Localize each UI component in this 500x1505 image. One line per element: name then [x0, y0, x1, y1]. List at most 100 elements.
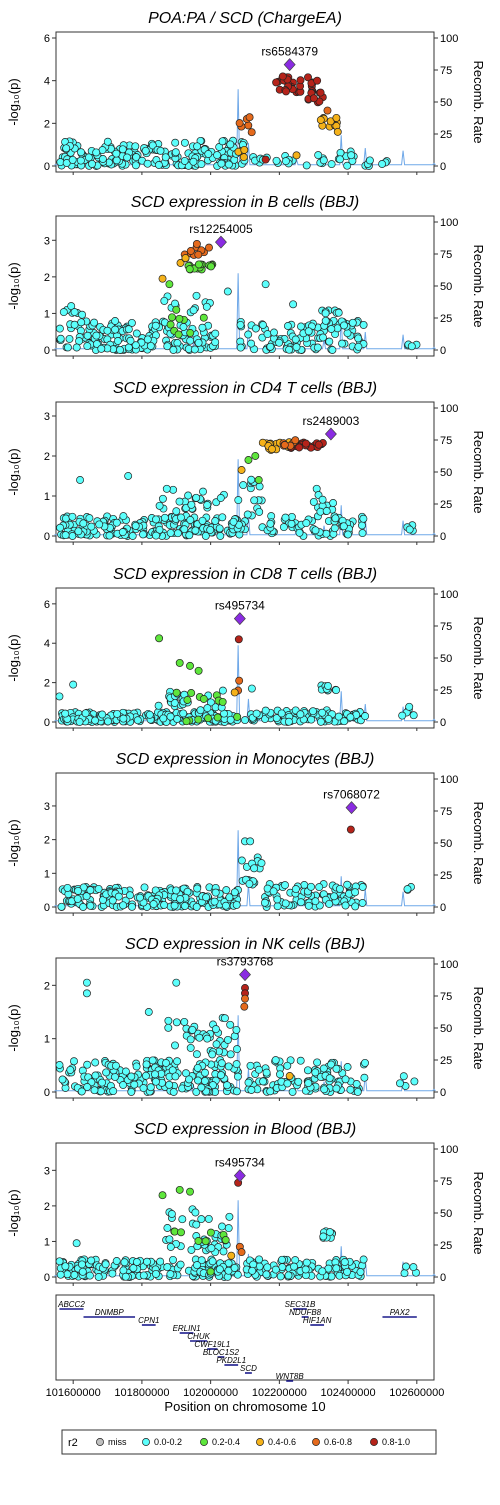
snp-point [211, 1025, 220, 1034]
snp-point [76, 476, 85, 484]
snp-point [273, 902, 282, 911]
snp-point [105, 531, 114, 540]
snp-point [72, 343, 81, 352]
y-tick-label: 1 [44, 868, 50, 880]
snp-point [204, 150, 213, 158]
snp-point [186, 336, 195, 345]
snp-point [144, 1008, 153, 1016]
snp-point [131, 142, 140, 151]
y2-tick-label: 100 [440, 217, 458, 229]
snp-point [193, 884, 202, 893]
snp-point [208, 1257, 217, 1266]
snp-point [343, 1063, 352, 1071]
snp-point [113, 337, 122, 345]
snp-point [148, 1056, 157, 1065]
snp-point [281, 157, 290, 166]
snp-point [255, 507, 264, 516]
snp-point [285, 1072, 294, 1080]
snp-point [278, 1255, 286, 1264]
snp-point [163, 342, 172, 351]
snp-point [252, 709, 261, 718]
snp-point [90, 318, 99, 327]
snp-point [132, 329, 141, 338]
snp-point [217, 1059, 226, 1068]
snp-point [155, 501, 164, 510]
snp-point [68, 512, 77, 521]
snp-point [173, 529, 182, 538]
snp-point [291, 335, 300, 344]
snp-point [239, 481, 248, 490]
snp-point [131, 521, 140, 530]
snp-point [199, 313, 208, 322]
y2-tick-label: 50 [440, 467, 452, 479]
y2-tick-label: 75 [440, 806, 452, 818]
snp-point [206, 1228, 215, 1237]
snp-point [111, 1061, 120, 1070]
snp-point [325, 1228, 334, 1237]
snp-point [333, 127, 342, 136]
y-tick-label: 2 [44, 451, 50, 463]
snp-point [351, 902, 360, 911]
snp-point [77, 148, 85, 157]
snp-point [139, 1271, 148, 1280]
snp-point [261, 706, 270, 715]
snp-point [277, 709, 286, 718]
y2-tick-label: 25 [440, 1240, 452, 1252]
y-tick-label: 3 [44, 235, 50, 247]
snp-point [233, 1270, 242, 1279]
snp-point [359, 320, 368, 329]
snp-point [113, 709, 122, 718]
snp-point [111, 1072, 119, 1081]
snp-point [198, 516, 207, 525]
snp-point [358, 883, 367, 891]
snp-point [171, 148, 180, 157]
snp-point [133, 716, 142, 725]
y2-tick-label: 50 [440, 1208, 452, 1220]
legend-swatch [96, 1438, 104, 1446]
snp-point [224, 1062, 233, 1071]
snp-point [197, 1256, 206, 1265]
panel-title: SCD expression in CD8 T cells (BBJ) [113, 566, 377, 583]
y-tick-label: 0 [44, 531, 50, 543]
snp-point [316, 88, 325, 97]
snp-point [237, 466, 246, 474]
snp-point [139, 1084, 148, 1093]
snp-point [83, 342, 92, 351]
snp-point [325, 337, 334, 346]
y2-tick-label: 0 [440, 902, 446, 914]
snp-point [301, 1265, 310, 1274]
legend-label: 0.6-0.8 [324, 1437, 352, 1447]
snp-point [304, 1079, 313, 1088]
snp-point [197, 1215, 206, 1224]
snp-point [112, 518, 121, 527]
snp-point [193, 1063, 202, 1072]
y2-axis-label: Recomb. Rate [471, 616, 486, 699]
y-tick-label: 3 [44, 411, 50, 423]
lead-snp-marker [214, 235, 227, 249]
snp-point [63, 883, 72, 892]
snp-point [247, 684, 256, 693]
lead-snp-label: rs495734 [215, 1156, 265, 1170]
snp-point [186, 516, 195, 524]
snp-point [139, 530, 147, 539]
snp-points [56, 436, 417, 540]
snp-point [156, 146, 165, 155]
x-tick-label: 101600000 [46, 1387, 101, 1399]
snp-point [180, 525, 189, 534]
snp-point [287, 519, 296, 528]
gene-label: NDUFB8 [289, 1308, 322, 1317]
snp-point [91, 1071, 100, 1080]
y2-tick-label: 25 [440, 870, 452, 882]
snp-point [247, 475, 256, 484]
snp-point [300, 881, 309, 889]
snp-point [164, 1016, 173, 1025]
y-axis-label: -log₁₀(p) [6, 78, 21, 125]
snp-point [185, 265, 194, 274]
snp-point [235, 676, 244, 685]
snp-point [55, 692, 64, 701]
snp-point [262, 1068, 271, 1077]
panel-title: SCD expression in Monocytes (BBJ) [116, 751, 375, 768]
snp-point [360, 1073, 369, 1082]
snp-point [140, 883, 149, 892]
snp-point [223, 1081, 231, 1090]
